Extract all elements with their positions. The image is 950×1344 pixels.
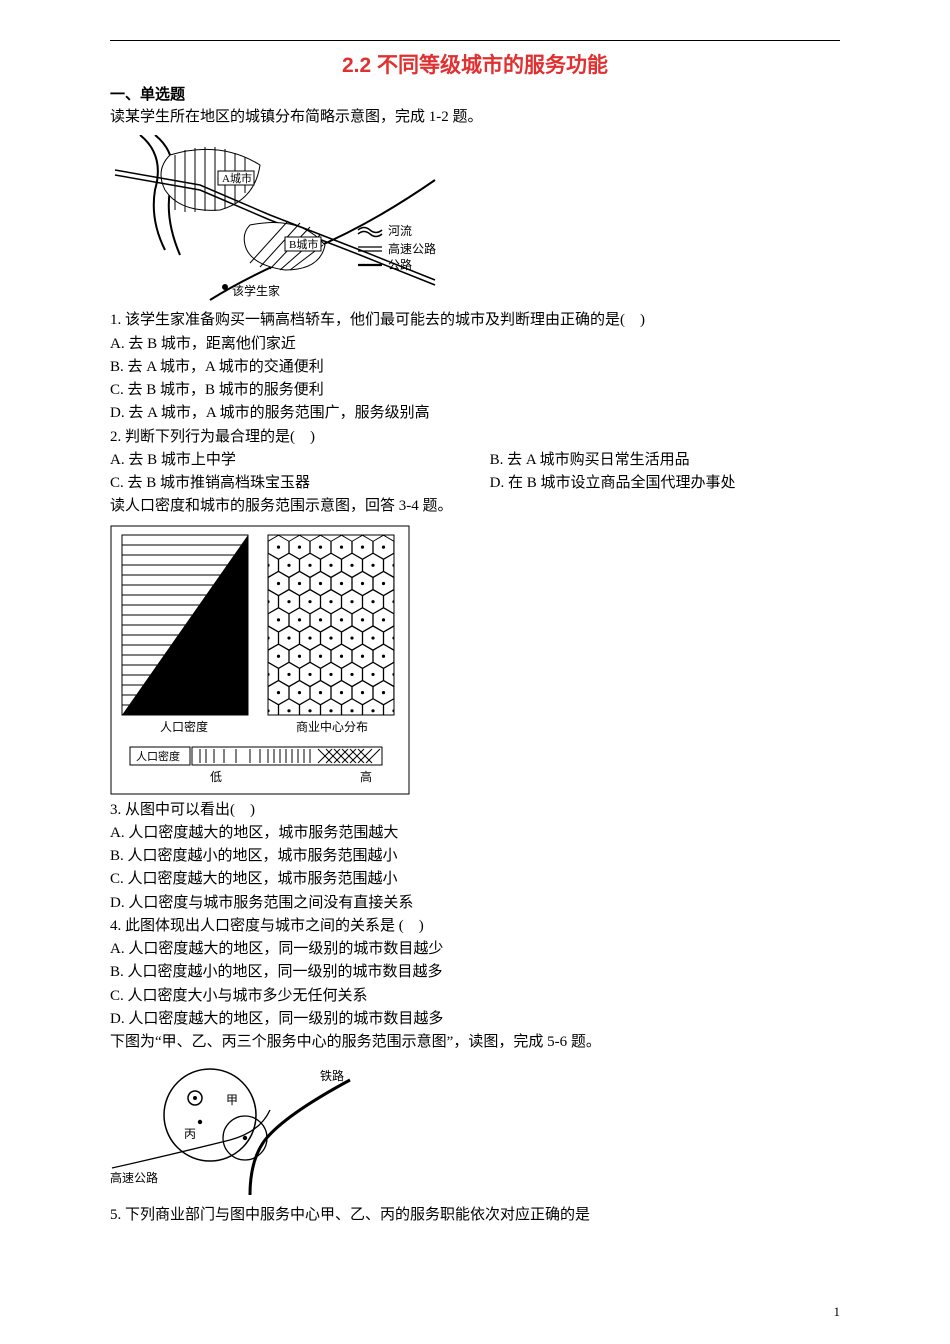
q1-option-d: D. 去 A 城市，A 城市的服务范围广，服务级别高: [110, 402, 840, 425]
fig3-railway-label: 铁路: [320, 1068, 344, 1083]
q4-stem: 4. 此图体现出人口密度与城市之间的关系是 ( ): [110, 915, 840, 938]
intro-text-1: 读某学生所在地区的城镇分布简略示意图，完成 1-2 题。: [110, 106, 840, 129]
figure-1: A城市 B城市 该学生家 河流 高速公: [110, 135, 840, 305]
document-title: 2.2 不同等级城市的服务功能: [110, 49, 840, 79]
section-heading: 一、单选题: [110, 83, 840, 104]
q2-stem: 2. 判断下列行为最合理的是( ): [110, 426, 840, 449]
figure-2: 人口密度 商业中心分布 人口密度: [110, 525, 840, 795]
page: 2.2 不同等级城市的服务功能 一、单选题 读某学生所在地区的城镇分布简略示意图…: [0, 0, 950, 1344]
q2-option-b: B. 去 A 城市购买日常生活用品: [490, 449, 840, 472]
top-rule: [110, 40, 840, 41]
fig3-jia-label: 甲: [226, 1093, 238, 1107]
q4-option-b: B. 人口密度越小的地区，同一级别的城市数目越多: [110, 961, 840, 984]
legend-highway: 高速公路: [388, 241, 436, 256]
q1-option-b: B. 去 A 城市，A 城市的交通便利: [110, 356, 840, 379]
q2-option-d: D. 在 B 城市设立商品全国代理办事处: [490, 472, 840, 495]
city-b-label: B城市: [289, 237, 318, 251]
page-number: 1: [834, 1304, 841, 1320]
q2-option-a: A. 去 B 城市上中学: [110, 449, 460, 472]
q4-option-d: D. 人口密度越大的地区，同一级别的城市数目越多: [110, 1008, 840, 1031]
q3-option-c: C. 人口密度越大的地区，城市服务范围越小: [110, 868, 840, 891]
q5-stem: 5. 下列商业部门与图中服务中心甲、乙、丙的服务职能依次对应正确的是: [110, 1204, 840, 1227]
fig2-left-label: 人口密度: [160, 719, 208, 734]
intro-text-2: 读人口密度和城市的服务范围示意图，回答 3-4 题。: [110, 495, 840, 518]
q4-option-c: C. 人口密度大小与城市多少无任何关系: [110, 985, 840, 1008]
figure-3: 甲 丙 铁路 高速公路: [110, 1060, 840, 1200]
q1-stem: 1. 该学生家准备购买一辆高档轿车，他们最可能去的城市及判断理由正确的是( ): [110, 309, 840, 332]
legend-road: 公路: [388, 257, 412, 272]
fig3-bing-label: 丙: [184, 1127, 196, 1141]
fig2-axis-low: 低: [210, 770, 222, 784]
q1-option-a: A. 去 B 城市，距离他们家近: [110, 333, 840, 356]
fig2-right-label: 商业中心分布: [296, 719, 368, 734]
q1-option-c: C. 去 B 城市，B 城市的服务便利: [110, 379, 840, 402]
q2-option-c: C. 去 B 城市推销高档珠宝玉器: [110, 472, 460, 495]
q4-option-a: A. 人口密度越大的地区，同一级别的城市数目越少: [110, 938, 840, 961]
q3-option-a: A. 人口密度越大的地区，城市服务范围越大: [110, 822, 840, 845]
student-home-label: 该学生家: [232, 283, 280, 298]
q2-row-cd: C. 去 B 城市推销高档珠宝玉器 D. 在 B 城市设立商品全国代理办事处: [110, 472, 840, 495]
q2-row-ab: A. 去 B 城市上中学 B. 去 A 城市购买日常生活用品: [110, 449, 840, 472]
q3-stem: 3. 从图中可以看出( ): [110, 799, 840, 822]
intro-text-3: 下图为“甲、乙、丙三个服务中心的服务范围示意图”，读图，完成 5-6 题。: [110, 1031, 840, 1054]
fig2-axis-high: 高: [360, 769, 372, 784]
legend-river: 河流: [388, 224, 412, 238]
fig3-highway-label: 高速公路: [110, 1170, 158, 1185]
q3-option-d: D. 人口密度与城市服务范围之间没有直接关系: [110, 892, 840, 915]
q3-option-b: B. 人口密度越小的地区，城市服务范围越小: [110, 845, 840, 868]
fig2-legend-label: 人口密度: [136, 749, 180, 763]
city-a-label: A城市: [222, 171, 252, 185]
